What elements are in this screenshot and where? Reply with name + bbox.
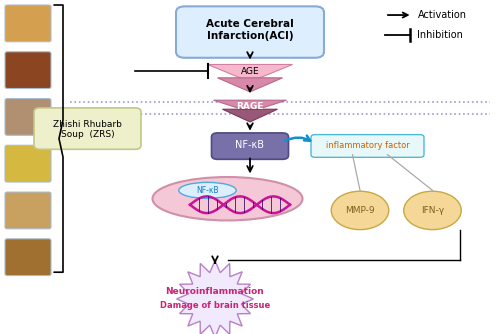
Text: Damage of brain tissue: Damage of brain tissue [160,301,270,310]
FancyBboxPatch shape [10,8,46,38]
Text: NF-κB: NF-κB [196,186,219,195]
Text: inflammatory factor: inflammatory factor [326,141,409,150]
Ellipse shape [331,191,389,230]
FancyBboxPatch shape [212,133,288,159]
Text: NF-κB: NF-κB [236,140,264,150]
Polygon shape [176,261,254,334]
Text: Zhishi Rhubarb: Zhishi Rhubarb [53,120,122,129]
FancyBboxPatch shape [5,52,51,89]
FancyBboxPatch shape [5,5,51,42]
Polygon shape [222,109,278,122]
Text: Soup  (ZRS): Soup (ZRS) [60,130,114,139]
Ellipse shape [152,177,302,220]
FancyBboxPatch shape [176,6,324,58]
Polygon shape [218,78,282,92]
Text: Acute Cerebral
Infarction(ACI): Acute Cerebral Infarction(ACI) [206,19,294,41]
FancyBboxPatch shape [311,135,424,157]
FancyBboxPatch shape [10,195,46,225]
Text: MMP-9: MMP-9 [345,206,375,215]
Text: Neuroinflammation: Neuroinflammation [166,287,264,296]
FancyBboxPatch shape [10,102,46,132]
Polygon shape [208,64,292,82]
Text: Inhibition: Inhibition [418,30,464,40]
Polygon shape [214,100,286,112]
FancyBboxPatch shape [5,99,51,135]
Text: IFN-γ: IFN-γ [421,206,444,215]
FancyBboxPatch shape [10,55,46,85]
FancyBboxPatch shape [34,108,141,149]
Ellipse shape [179,182,236,198]
FancyBboxPatch shape [5,192,51,229]
FancyBboxPatch shape [5,239,51,276]
Ellipse shape [404,191,461,230]
FancyBboxPatch shape [5,145,51,182]
Text: Activation: Activation [418,10,467,20]
Text: AGE: AGE [240,67,260,76]
FancyBboxPatch shape [10,242,46,272]
FancyBboxPatch shape [10,149,46,179]
Text: RAGE: RAGE [236,103,264,111]
